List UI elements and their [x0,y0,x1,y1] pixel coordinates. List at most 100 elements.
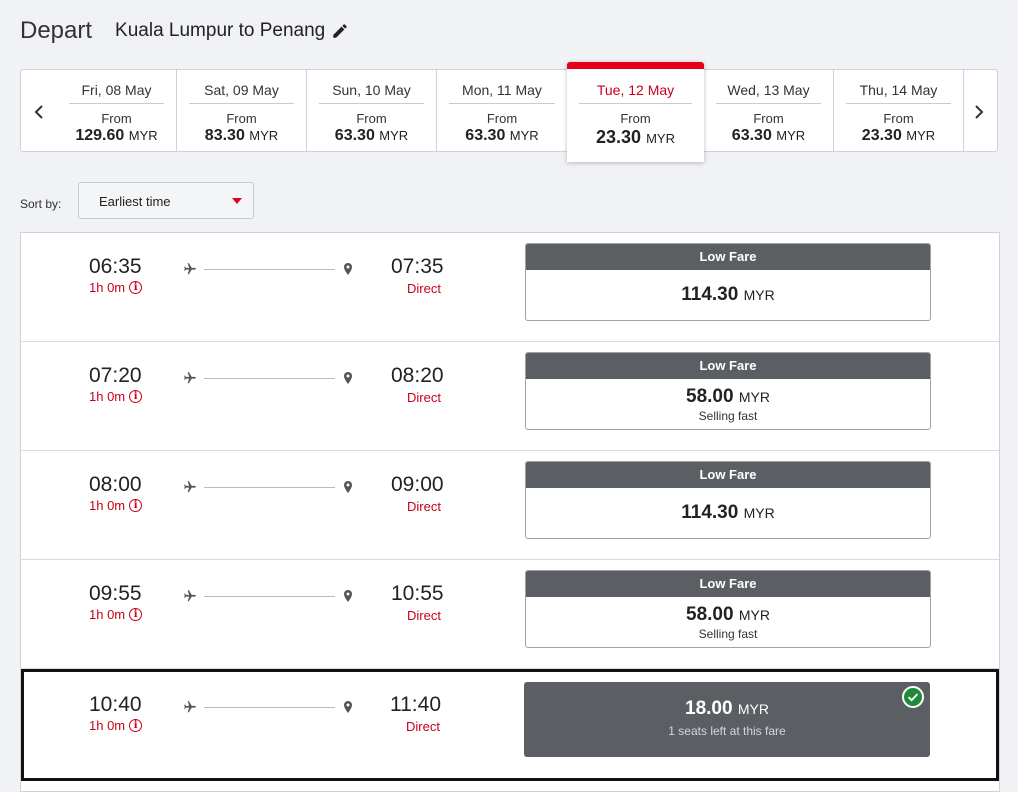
location-pin-icon [344,372,352,384]
sort-label: Sort by: [20,197,62,211]
flight-row: 08:00 1h 0m i 09:00 Direct Low Fare 114.3… [21,451,999,560]
duration: 1h 0m i [89,389,143,404]
date-label: Tue, 12 May [579,82,692,104]
from-label: From [101,111,132,126]
stops-label: Direct [407,281,441,296]
flight-list: 06:35 1h 0m i 07:35 Direct Low Fare 114.3… [20,232,1000,792]
date-price: 63.30 MYR [731,127,806,144]
arrival-time: 10:55 [391,582,444,605]
date-selector: Fri, 08 May From 129.60 MYR Sat, 09 May … [20,62,998,162]
date-label: Thu, 14 May [846,82,951,104]
chevron-right-icon[interactable] [961,70,997,153]
date-label: Fri, 08 May [69,82,164,104]
page-title: Depart [20,17,93,44]
duration: 1h 0m i [89,498,143,513]
from-label: From [753,111,784,126]
route-line [204,707,335,708]
stops-label: Direct [406,719,440,734]
sort-dropdown[interactable]: Earliest time [78,182,254,219]
flight-row: 06:35 1h 0m i 07:35 Direct Low Fare 114.3… [21,233,999,342]
stops-label: Direct [407,390,441,405]
fare-note: Selling fast [698,409,758,423]
departure-time: 06:35 [89,255,142,278]
date-tab-wed-13-may[interactable]: Wed, 13 May From 63.30 MYR [704,70,834,152]
fare-type: Low Fare [526,244,930,270]
arrival-time: 11:40 [390,693,441,716]
route-line [204,378,335,379]
date-label: Wed, 13 May [716,82,821,104]
date-tab-sat-09-may[interactable]: Sat, 09 May From 83.30 MYR [177,70,307,152]
fare-card[interactable]: Low Fare 58.00 MYR Selling fast [525,570,931,648]
route-line [204,596,335,597]
date-label: Sat, 09 May [189,82,294,104]
date-price: 63.30 MYR [334,127,409,144]
date-price: 63.30 MYR [465,127,539,144]
route-line [204,487,335,488]
info-icon[interactable]: i [129,608,143,621]
info-icon[interactable]: i [129,719,143,732]
date-label: Mon, 11 May [449,82,555,104]
fare-note: Selling fast [698,627,758,641]
plane-icon [184,701,196,713]
check-icon [902,686,924,708]
plane-icon [184,590,196,602]
info-icon[interactable]: i [129,281,143,294]
fare-price: 114.30 MYR [681,284,775,305]
departure-time: 09:55 [89,582,142,605]
chevron-left-icon[interactable] [21,70,57,153]
from-label: From [486,111,518,126]
location-pin-icon [344,481,352,493]
page-header: Depart Kuala Lumpur to Penang [20,14,349,48]
duration: 1h 0m i [89,718,143,733]
fare-card[interactable]: Low Fare 114.30 MYR [525,461,931,539]
date-price: 23.30 MYR [596,127,675,147]
fare-card[interactable]: Low Fare 114.30 MYR [525,243,931,321]
fare-card-selected[interactable]: 18.00 MYR 1 seats left at this fare [524,682,930,757]
flight-row-selected: 10:40 1h 0m i 11:40 Direct 18.00 MYR 1 se… [21,669,999,781]
arrival-time: 07:35 [391,255,444,278]
date-tab-fri-08-may[interactable]: Fri, 08 May From 129.60 MYR [57,70,177,152]
route-line [204,269,335,270]
fare-price: 58.00 MYR [686,386,770,407]
date-price: 23.30 MYR [861,127,936,144]
duration: 1h 0m i [89,607,143,622]
caret-down-icon [232,198,242,204]
flight-row: 09:55 1h 0m i 10:55 Direct Low Fare 58.00… [21,560,999,669]
date-tab-tue-12-may[interactable]: Tue, 12 May From 23.30 MYR [567,62,704,162]
date-tab-thu-14-may[interactable]: Thu, 14 May From 23.30 MYR [834,70,964,152]
arrival-time: 09:00 [391,473,444,496]
pencil-icon[interactable] [331,22,349,40]
date-price: 83.30 MYR [204,127,279,144]
fare-type: Low Fare [526,571,930,597]
departure-time: 08:00 [89,473,142,496]
plane-icon [184,263,196,275]
from-label: From [620,111,651,126]
fare-card[interactable]: Low Fare 58.00 MYR Selling fast [525,352,931,430]
date-tab-mon-11-may[interactable]: Mon, 11 May From 63.30 MYR [437,70,567,152]
fare-price: 58.00 MYR [686,604,770,625]
location-pin-icon [344,263,352,275]
location-pin-icon [344,590,352,602]
fare-type: Low Fare [526,353,930,379]
from-label: From [883,111,914,126]
stops-label: Direct [407,499,441,514]
date-price: 129.60 MYR [75,127,158,144]
fare-price: 18.00 MYR [685,698,769,719]
sort-value: Earliest time [99,194,171,209]
fare-note: 1 seats left at this fare [668,724,786,738]
date-label: Sun, 10 May [319,82,424,104]
plane-icon [184,372,196,384]
duration: 1h 0m i [89,280,143,295]
route-title: Kuala Lumpur to Penang [115,20,326,41]
location-pin-icon [344,701,352,713]
fare-type: Low Fare [526,462,930,488]
info-icon[interactable]: i [129,390,143,403]
from-label: From [226,111,257,126]
departure-time: 07:20 [89,364,142,387]
plane-icon [184,481,196,493]
from-label: From [356,111,387,126]
info-icon[interactable]: i [129,499,143,512]
flight-row: 07:20 1h 0m i 08:20 Direct Low Fare 58.00… [21,342,999,451]
date-tab-sun-10-may[interactable]: Sun, 10 May From 63.30 MYR [307,70,437,152]
arrival-time: 08:20 [391,364,444,387]
